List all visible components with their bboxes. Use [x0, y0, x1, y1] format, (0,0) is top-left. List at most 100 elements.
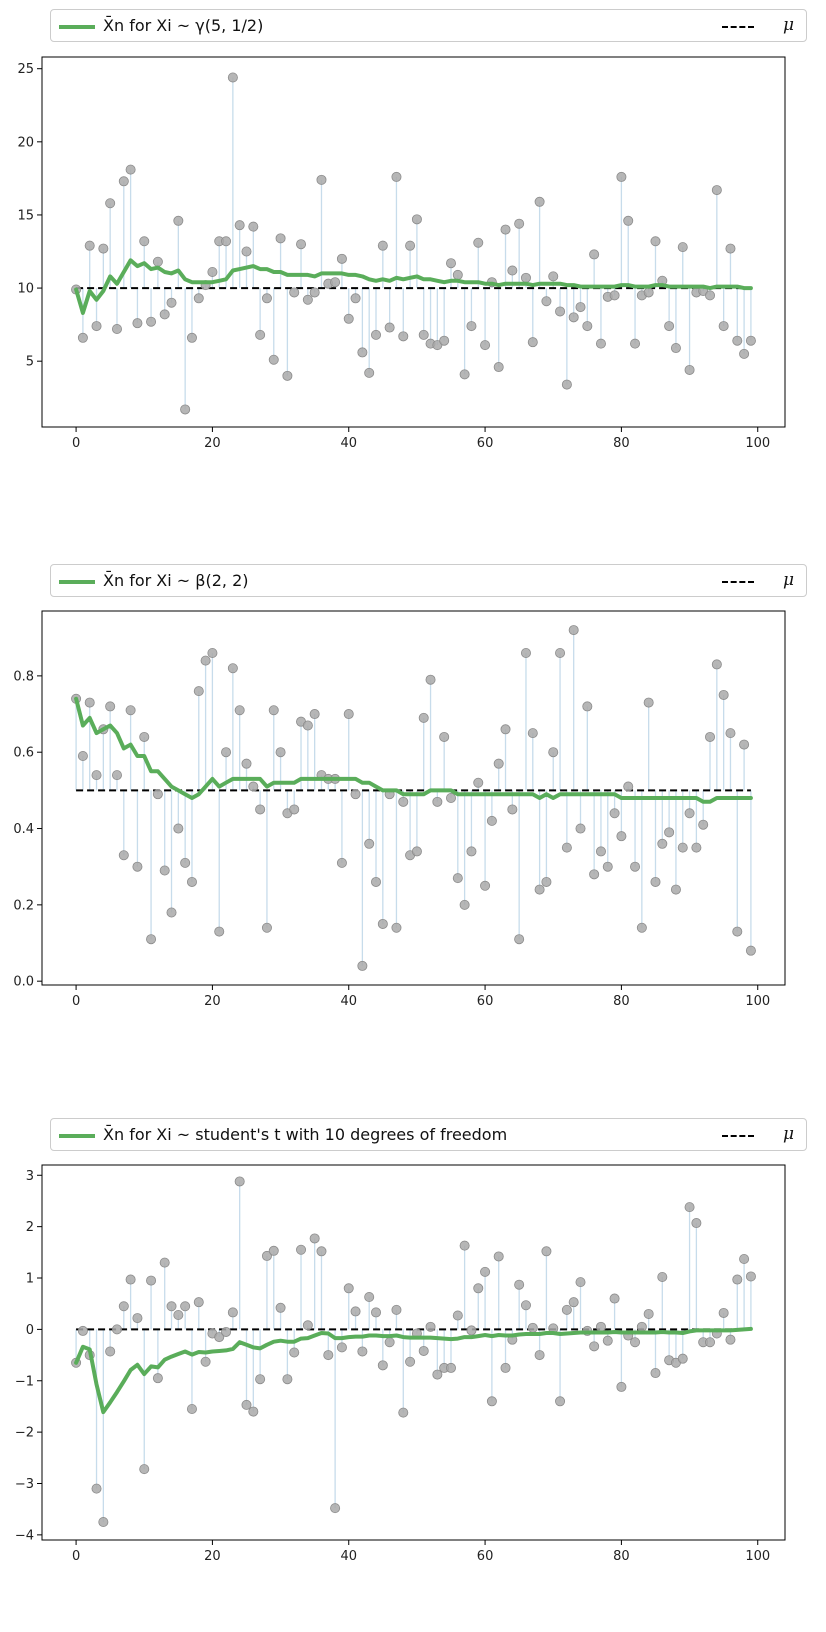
data-point: [336, 253, 347, 264]
y-tick-label: 0.0: [13, 975, 34, 990]
data-point: [711, 185, 722, 196]
data-point: [527, 728, 538, 739]
data-point: [459, 369, 470, 380]
data-point: [132, 1313, 143, 1324]
x-tick-label: 20: [204, 436, 221, 451]
data-point: [255, 329, 266, 340]
data-point: [105, 701, 116, 712]
data-point: [207, 266, 218, 277]
data-point: [480, 340, 491, 351]
data-point: [364, 367, 375, 378]
data-point: [514, 1279, 525, 1290]
data-point: [630, 861, 641, 872]
data-point: [452, 873, 463, 884]
data-point: [350, 1306, 361, 1317]
data-point: [555, 647, 566, 658]
data-point: [466, 846, 477, 857]
x-tick-label: 100: [745, 436, 770, 451]
data-point: [261, 1250, 272, 1261]
data-point: [398, 1407, 409, 1418]
data-point: [336, 1342, 347, 1353]
data-point: [105, 1346, 116, 1357]
data-point: [371, 1307, 382, 1318]
data-point: [159, 1257, 170, 1268]
data-point: [725, 728, 736, 739]
y-tick-label: 0: [26, 1323, 34, 1338]
data-point: [234, 705, 245, 716]
data-point: [241, 758, 252, 769]
data-point: [398, 331, 409, 342]
legend-beta: X̄n for Xi ~ β(2, 2) μ: [50, 564, 807, 597]
data-point: [350, 789, 361, 800]
data-point: [650, 236, 661, 247]
data-point: [234, 220, 245, 231]
data-point: [241, 246, 252, 257]
data-point: [616, 1381, 627, 1392]
data-point: [357, 1346, 368, 1357]
data-point: [309, 709, 320, 720]
x-tick-label: 0: [72, 994, 80, 1009]
data-point: [609, 290, 620, 301]
data-point: [486, 815, 497, 826]
mu-line-swatch: [722, 581, 754, 583]
data-point: [309, 287, 320, 298]
data-point: [493, 1251, 504, 1262]
y-tick-label: −1: [15, 1374, 34, 1389]
data-point: [330, 277, 341, 288]
data-point: [282, 1374, 293, 1385]
data-point: [207, 647, 218, 658]
data-point: [186, 876, 197, 887]
data-point: [296, 239, 307, 250]
data-point: [561, 379, 572, 390]
data-point: [657, 1271, 668, 1282]
data-point: [111, 770, 122, 781]
data-point: [384, 1337, 395, 1348]
y-tick-label: 2: [26, 1220, 34, 1235]
data-point: [248, 221, 259, 232]
data-point: [364, 1292, 375, 1303]
data-point: [418, 329, 429, 340]
x-tick-label: 80: [613, 436, 630, 451]
data-point: [745, 945, 756, 956]
data-point: [125, 705, 136, 716]
data-point: [350, 293, 361, 304]
data-point: [289, 287, 300, 298]
data-point: [445, 258, 456, 269]
data-point: [343, 709, 354, 720]
data-point: [132, 861, 143, 872]
data-point: [595, 338, 606, 349]
data-point: [732, 335, 743, 346]
data-point: [507, 265, 518, 276]
data-point: [405, 1356, 416, 1367]
y-tick-label: 1: [26, 1272, 34, 1287]
data-point: [234, 1176, 245, 1187]
legend-mean-label: X̄n for Xi ~ student's t with 10 degrees…: [103, 1125, 508, 1144]
data-point: [268, 705, 279, 716]
data-point: [473, 777, 484, 788]
data-point: [561, 842, 572, 853]
data-point: [630, 1337, 641, 1348]
data-point: [657, 838, 668, 849]
gamma-chart: 0 20 40 60 80 100 5 10 15 20 25: [17, 56, 786, 451]
data-point: [173, 215, 184, 226]
y-tick-label: −3: [15, 1477, 34, 1492]
data-point: [677, 1353, 688, 1364]
data-point: [173, 1310, 184, 1321]
data-point: [609, 1293, 620, 1304]
data-point: [405, 240, 416, 251]
legend-mu-label: μ: [782, 15, 794, 35]
x-tick-label: 40: [340, 1549, 357, 1564]
data-point: [718, 1307, 729, 1318]
data-point: [555, 1396, 566, 1407]
y-tick-label: 5: [26, 355, 34, 370]
mu-line-swatch: [722, 26, 754, 28]
data-point: [670, 884, 681, 895]
data-point: [268, 1245, 279, 1256]
data-point: [664, 321, 675, 332]
data-point: [718, 689, 729, 700]
data-point: [391, 1304, 402, 1315]
data-point: [289, 804, 300, 815]
data-point: [541, 296, 552, 307]
data-point: [111, 324, 122, 335]
data-point: [91, 770, 102, 781]
